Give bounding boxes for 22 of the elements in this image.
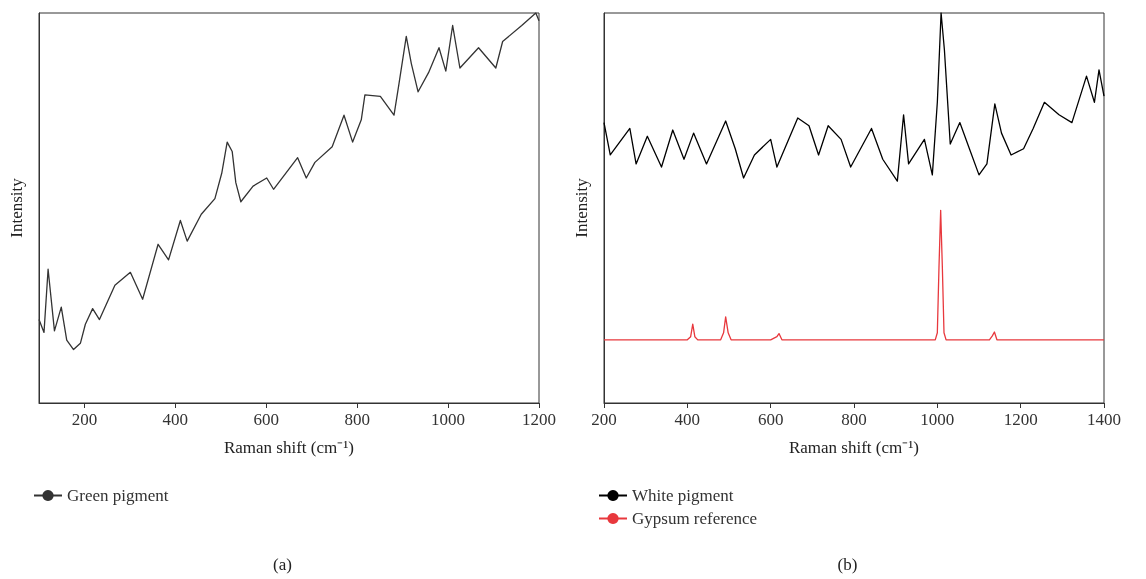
y-axis-title: Intensity [572,177,591,238]
x-tick-label: 1400 [1087,410,1121,429]
x-tick-label: 1200 [1003,410,1038,429]
x-axis-title: Raman shift (cm⁻¹) [788,438,920,457]
text: (b) [837,555,858,574]
x-tick-label: 200 [591,410,617,429]
y-axis-title: Intensity [7,177,26,238]
x-tick-label: 800 [344,410,370,429]
x-tick-label: 800 [841,410,867,429]
x-tick-label: 200 [71,410,98,429]
legend-label: White pigment [632,486,734,505]
x-tick-label: 1000 [920,410,955,429]
legend-label: Green pigment [67,486,169,505]
x-tick-label: 600 [757,410,784,429]
x-tick-label: 400 [162,410,189,429]
x-tick-label: 400 [674,410,701,429]
legend-label: Gypsum reference [632,509,758,528]
x-tick-label: 1200 [522,410,556,429]
x-axis-title: Raman shift (cm⁻¹) [223,438,355,457]
x-tick-label: 600 [253,410,280,429]
text: (a) [273,555,292,574]
x-tick-label: 1000 [431,410,466,429]
